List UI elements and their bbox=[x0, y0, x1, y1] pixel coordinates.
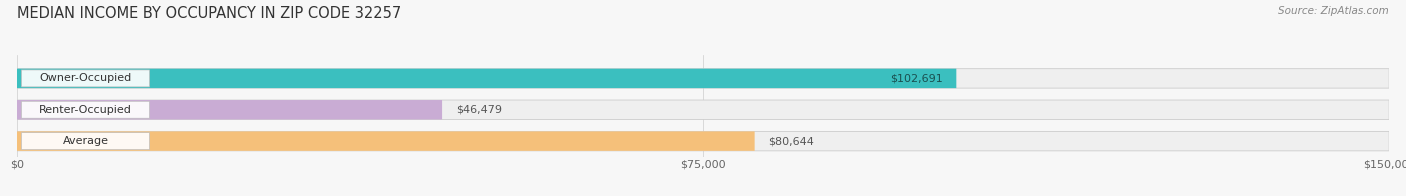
Text: $80,644: $80,644 bbox=[768, 136, 814, 146]
FancyBboxPatch shape bbox=[17, 131, 1389, 151]
FancyBboxPatch shape bbox=[21, 70, 149, 87]
FancyBboxPatch shape bbox=[17, 100, 1389, 120]
FancyBboxPatch shape bbox=[17, 69, 956, 88]
FancyBboxPatch shape bbox=[21, 101, 149, 118]
Text: $102,691: $102,691 bbox=[890, 73, 942, 83]
Text: Source: ZipAtlas.com: Source: ZipAtlas.com bbox=[1278, 6, 1389, 16]
Text: MEDIAN INCOME BY OCCUPANCY IN ZIP CODE 32257: MEDIAN INCOME BY OCCUPANCY IN ZIP CODE 3… bbox=[17, 6, 401, 21]
FancyBboxPatch shape bbox=[17, 100, 441, 120]
Text: Owner-Occupied: Owner-Occupied bbox=[39, 73, 132, 83]
FancyBboxPatch shape bbox=[17, 131, 755, 151]
Text: $46,479: $46,479 bbox=[456, 105, 502, 115]
FancyBboxPatch shape bbox=[17, 69, 1389, 88]
Text: Renter-Occupied: Renter-Occupied bbox=[39, 105, 132, 115]
FancyBboxPatch shape bbox=[21, 133, 149, 150]
Text: Average: Average bbox=[62, 136, 108, 146]
